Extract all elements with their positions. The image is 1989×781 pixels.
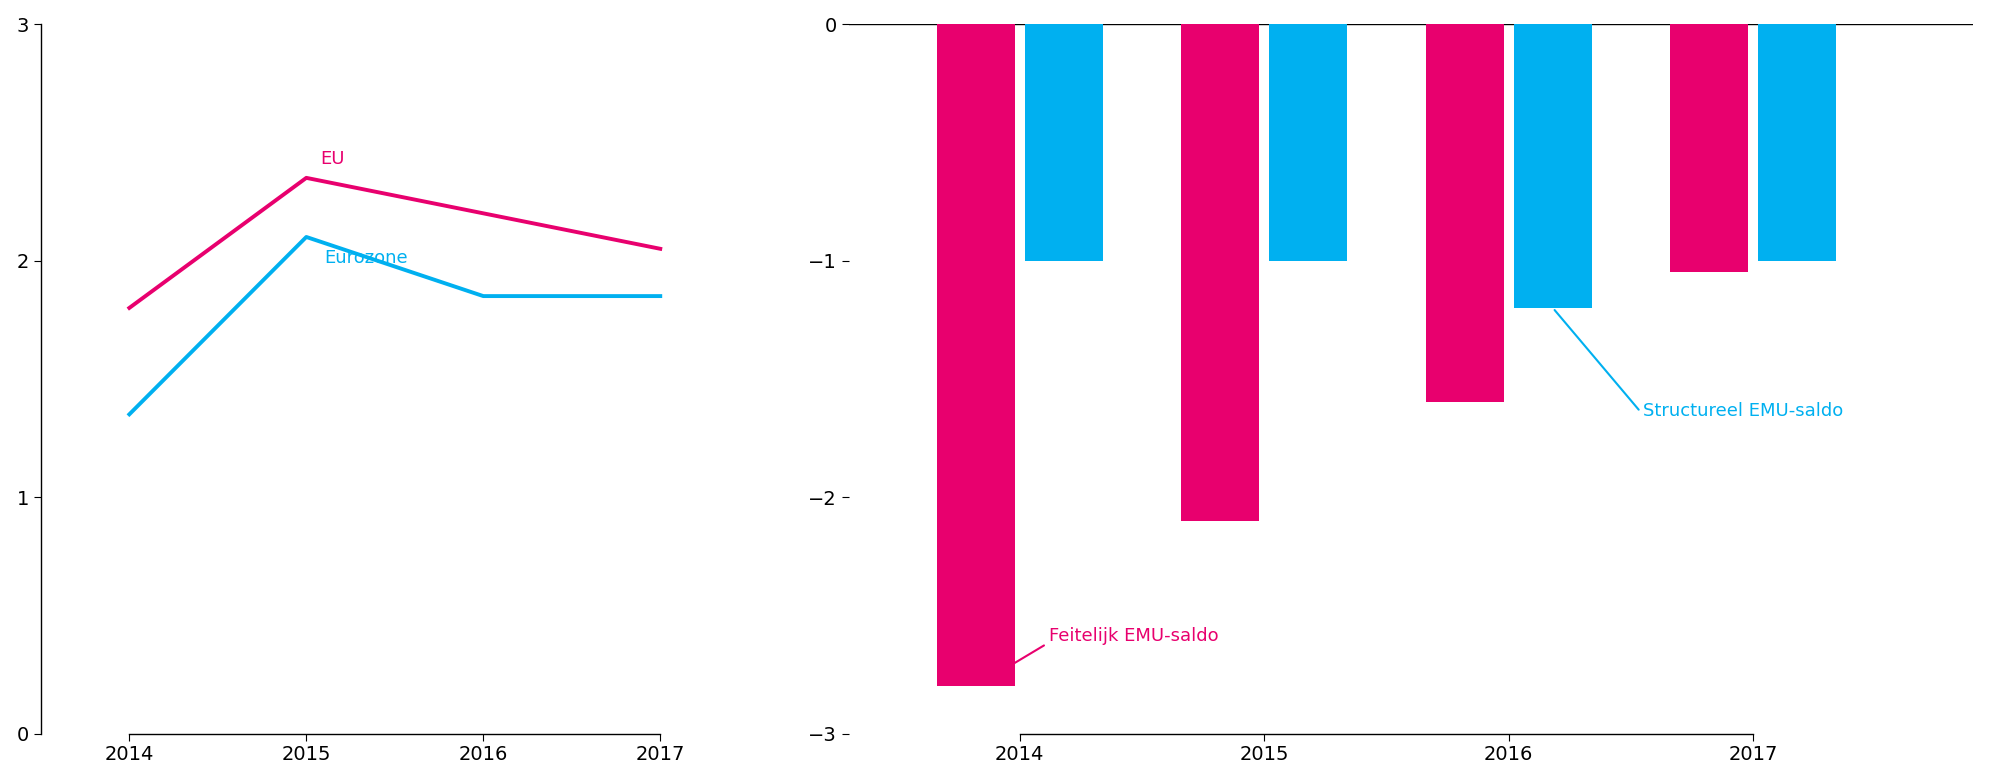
Bar — [1424, 24, 1504, 402]
Text: Feitelijk EMU-saldo: Feitelijk EMU-saldo — [979, 627, 1217, 685]
Text: Structureel EMU-saldo: Structureel EMU-saldo — [1553, 310, 1842, 420]
Text: EU: EU — [320, 151, 344, 169]
Bar — [1024, 24, 1102, 261]
Bar — [1758, 24, 1836, 261]
Bar — [1269, 24, 1347, 261]
Bar — [1181, 24, 1259, 521]
Text: Eurozone: Eurozone — [324, 249, 408, 267]
Bar — [1669, 24, 1748, 273]
Bar — [937, 24, 1014, 686]
Bar — [1514, 24, 1591, 308]
